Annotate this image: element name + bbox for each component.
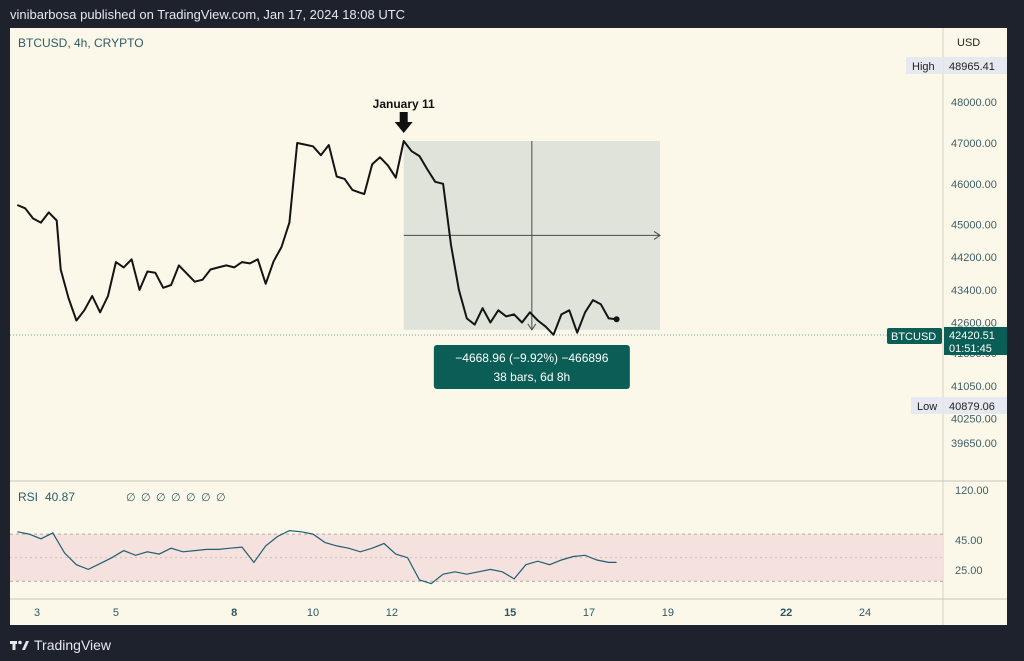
price-badge-countdown: 01:51:45	[949, 343, 992, 355]
low-label: Low	[917, 401, 937, 413]
price-tick-label: 48000.00	[951, 97, 997, 109]
low-value-box	[944, 397, 1007, 414]
time-tick-label: 17	[583, 607, 595, 619]
price-axis-ticks: 48000.00 47000.00 46000.00 45000.00 44200.00…	[951, 97, 997, 450]
symbol-badge-text: BTCUSD	[891, 331, 936, 343]
high-label-box	[906, 57, 943, 74]
price-tick-label: 44200.00	[951, 252, 997, 264]
rsi-legend-label: RSI	[18, 490, 38, 504]
measure-down-arrow	[527, 323, 537, 331]
rsi-legend-glyph: ∅	[141, 492, 151, 504]
time-tick-label: 5	[113, 607, 119, 619]
rsi-legend-glyphs: ∅ ∅ ∅ ∅ ∅ ∅ ∅	[126, 492, 226, 504]
time-tick-label: 8	[231, 607, 237, 619]
time-tick-label: 12	[386, 607, 398, 619]
low-marker: Low 40879.06	[911, 397, 1007, 414]
high-value: 48965.41	[949, 61, 995, 73]
high-marker: High 48965.41	[906, 57, 1007, 74]
rsi-legend-glyph: ∅	[186, 492, 196, 504]
rsi-tick-label: 25.00	[955, 565, 983, 577]
symbol-badge	[887, 328, 942, 344]
low-label-box	[911, 397, 943, 414]
rsi-tick-label: 45.00	[955, 535, 983, 547]
price-tick-label: 45000.00	[951, 220, 997, 232]
time-tick-label: 15	[504, 607, 516, 619]
high-value-box	[944, 57, 1007, 74]
rsi-legend-value: 40.87	[45, 490, 75, 504]
time-axis-ticks: 3 5 8 10 12 15 17 19 22 24	[34, 607, 871, 619]
high-label: High	[912, 61, 935, 73]
rsi-legend-glyph: ∅	[171, 492, 181, 504]
price-tick-label: 40250.00	[951, 413, 997, 425]
rsi-legend-glyph: ∅	[156, 492, 166, 504]
measure-label[interactable]: −4668.96 (−9.92%) −466896 38 bars, 6d 8h	[433, 345, 630, 389]
time-tick-label: 19	[662, 607, 674, 619]
price-tick-label: 41050.00	[951, 381, 997, 393]
measure-label-line2: 38 bars, 6d 8h	[493, 370, 570, 384]
price-badge-value: 42420.51	[949, 330, 995, 342]
main-legend: BTCUSD, 4h, CRYPTO	[18, 36, 144, 50]
time-tick-label: 10	[307, 607, 319, 619]
rsi-series-line	[17, 529, 617, 585]
price-tick-label: 39650.00	[951, 438, 997, 450]
publisher-text: vinibarbosa published on TradingView.com…	[10, 7, 406, 22]
price-series-line	[16, 140, 617, 336]
currency-label[interactable]: USD	[957, 37, 980, 49]
annotation-arrow	[394, 112, 413, 133]
rsi-legend-glyph: ∅	[126, 492, 136, 504]
measure-label-line1: −4668.96 (−9.92%) −466896	[455, 351, 608, 365]
tradingview-brand: TradingView	[34, 637, 112, 653]
measure-right-arrow	[653, 230, 661, 240]
rsi-legend-glyph: ∅	[216, 492, 226, 504]
rsi-tick-label: 120.00	[955, 485, 989, 497]
measure-label-box	[433, 345, 630, 389]
price-tick-label: 42600.00	[951, 318, 997, 330]
time-tick-label: 22	[780, 607, 792, 619]
price-tick-label: 43400.00	[951, 285, 997, 297]
low-value: 40879.06	[949, 401, 995, 413]
annotation-label: January 11	[373, 97, 435, 111]
price-tick-label: 47000.00	[951, 138, 997, 150]
price-badge	[944, 327, 1007, 355]
price-last-point	[613, 316, 620, 323]
time-tick-label: 24	[859, 607, 871, 619]
january-11-annotation[interactable]: January 11	[373, 97, 435, 133]
price-tick-label: 46000.00	[951, 179, 997, 191]
last-price-badge: BTCUSD 42420.51 01:51:45	[887, 327, 1007, 355]
rsi-legend-glyph: ∅	[201, 492, 211, 504]
measure-tool[interactable]	[403, 140, 661, 331]
footer-bar: TradingView	[0, 630, 1024, 661]
publisher-header: vinibarbosa published on TradingView.com…	[0, 0, 1024, 28]
rsi-axis-ticks: 120.00 45.00 25.00	[955, 485, 989, 577]
time-tick-label: 3	[34, 607, 40, 619]
tradingview-logo-icon	[10, 638, 30, 655]
